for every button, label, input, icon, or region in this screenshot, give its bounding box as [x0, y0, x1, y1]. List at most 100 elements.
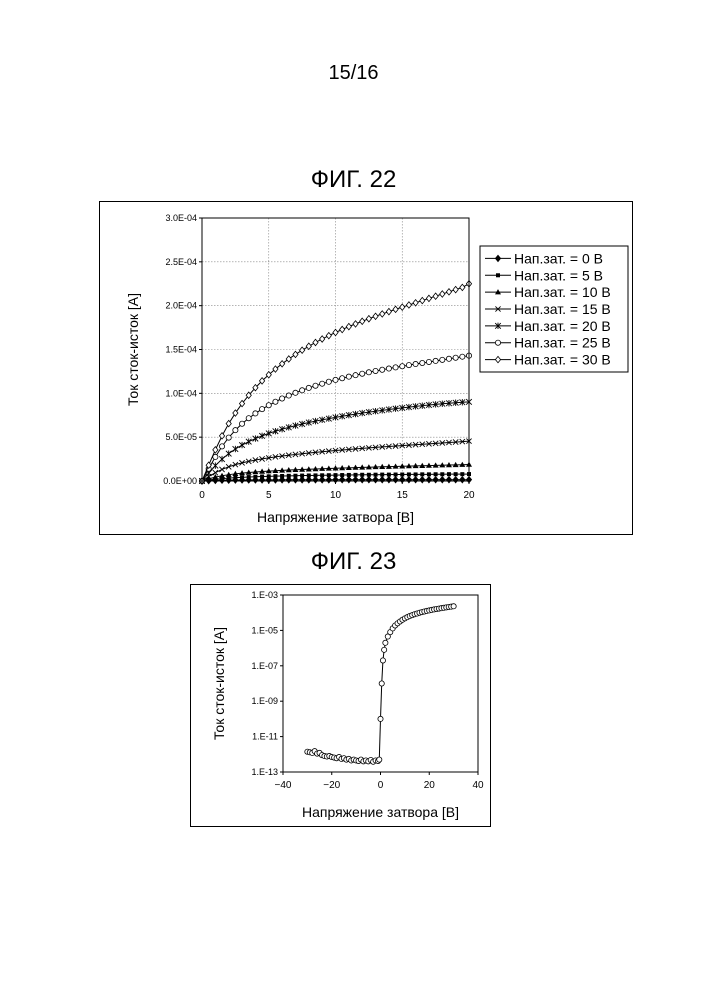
chart1-data-point — [447, 472, 451, 476]
chart1-data-point — [306, 343, 311, 349]
chart1-legend: Нап.зат. = 0 ВНап.зат. = 5 ВНап.зат. = 1… — [480, 246, 628, 372]
chart1-data-point — [400, 364, 405, 369]
chart1-data-point — [440, 476, 445, 482]
chart1-data-point — [273, 399, 278, 404]
chart1-data-point — [407, 472, 411, 476]
chart1-data-point — [426, 476, 431, 482]
chart1-data-point — [293, 351, 298, 357]
chart1-data-point — [293, 390, 298, 395]
chart1-data-point — [433, 476, 438, 482]
chart1-grid — [202, 218, 469, 481]
chart2-series — [305, 604, 456, 765]
chart2-data-point — [383, 640, 388, 645]
chart1-y-tick-label: 3.0E-04 — [165, 213, 197, 223]
chart1-data-point — [273, 428, 279, 434]
chart1-data-point — [333, 329, 338, 335]
chart1-data-point — [453, 355, 458, 360]
chart1-legend-marker — [495, 340, 500, 345]
chart1-data-point — [300, 347, 305, 353]
chart1-data-point — [440, 357, 445, 362]
chart1-data-point — [460, 284, 465, 290]
chart1-data-point — [387, 473, 391, 477]
chart1-legend-label: Нап.зат. = 15 В — [514, 301, 611, 317]
chart1-data-point — [240, 475, 244, 479]
chart1-data-point — [306, 477, 311, 483]
chart1-data-point — [434, 472, 438, 476]
chart1-data-point — [213, 447, 218, 453]
chart1-data-point — [253, 435, 259, 441]
chart1-data-point — [313, 473, 317, 477]
chart1-data-point — [360, 371, 365, 376]
chart1-data-point — [353, 321, 358, 327]
page-number: 15/16 — [0, 62, 707, 85]
chart2-data-point — [378, 716, 383, 721]
chart1-data-point — [246, 416, 251, 421]
chart1-data-point — [460, 476, 465, 482]
chart2-data-point — [379, 681, 384, 686]
chart1-data-point — [406, 363, 411, 368]
chart1-data-point — [327, 473, 331, 477]
chart1-data-point — [360, 476, 365, 482]
chart1-legend-label: Нап.зат. = 0 В — [514, 250, 603, 266]
chart1-data-point — [326, 477, 331, 483]
chart1-data-point — [413, 476, 418, 482]
chart2-y-tick-label: 1.E-05 — [251, 625, 278, 635]
chart1-data-point — [226, 464, 231, 469]
chart1-data-point — [273, 474, 277, 478]
chart1-data-point — [380, 473, 384, 477]
chart1-data-point — [239, 442, 245, 448]
chart1-data-point — [460, 472, 464, 476]
chart2-x-tick-label: 0 — [378, 780, 384, 791]
chart1-x-tick-label: 15 — [397, 490, 409, 501]
chart1-data-point — [360, 318, 365, 324]
chart1-data-point — [360, 473, 364, 477]
figure-23-frame: 1.E-131.E-111.E-091.E-071.E-051.E-03−40−… — [190, 584, 491, 827]
chart1-data-point — [440, 472, 444, 476]
chart1-x-tick-label: 5 — [266, 490, 272, 501]
chart1-data-point — [313, 339, 318, 345]
chart1-data-point — [273, 366, 278, 372]
chart2-axes: 1.E-131.E-111.E-091.E-071.E-051.E-03−40−… — [211, 590, 484, 820]
chart1-data-point — [413, 300, 418, 306]
chart1-data-point — [253, 411, 258, 416]
chart1-data-point — [279, 426, 285, 432]
chart1-data-point — [320, 336, 325, 342]
chart1-data-point — [373, 313, 378, 319]
chart1-data-point — [426, 359, 431, 364]
chart1-data-point — [219, 467, 224, 472]
chart1-data-point — [446, 476, 451, 482]
chart1-data-point — [226, 450, 232, 456]
chart2-y-tick-label: 1.E-13 — [251, 767, 278, 777]
chart2-y-tick-label: 1.E-11 — [252, 732, 278, 742]
chart1-data-point — [267, 474, 271, 478]
chart1-data-point — [380, 311, 385, 317]
chart1-data-point — [420, 472, 424, 476]
chart2-data-point — [377, 757, 382, 762]
figure-22-frame: 0.0E+005.0E-051.0E-041.5E-042.0E-042.5E-… — [99, 201, 633, 535]
chart1-data-point — [233, 428, 238, 433]
chart1-data-point — [454, 472, 458, 476]
chart2-x-axis-label: Напряжение затвора [В] — [302, 804, 459, 820]
chart1-data-point — [413, 361, 418, 366]
chart1-data-point — [253, 475, 257, 479]
chart1-x-tick-label: 20 — [463, 490, 475, 501]
chart1-data-point — [440, 291, 445, 297]
chart1-legend-marker — [496, 273, 500, 277]
chart1-y-tick-label: 2.5E-04 — [165, 257, 197, 267]
chart1-data-point — [219, 444, 224, 449]
chart1-data-point — [320, 477, 325, 483]
chart1-data-point — [233, 476, 237, 480]
chart1-legend-label: Нап.зат. = 20 В — [514, 318, 611, 334]
chart2-x-tick-label: −20 — [323, 780, 340, 791]
chart1-data-point — [346, 476, 351, 482]
chart1-data-point — [414, 472, 418, 476]
chart1-y-tick-label: 1.5E-04 — [165, 345, 197, 355]
figure-23-title: ФИГ. 23 — [0, 548, 707, 576]
chart2-series — [305, 604, 456, 765]
figure-22-title: ФИГ. 22 — [0, 166, 707, 194]
chart1-data-point — [393, 476, 398, 482]
chart1-data-point — [340, 376, 345, 381]
chart1-y-tick-label: 2.0E-04 — [165, 301, 197, 311]
chart1-data-point — [340, 473, 344, 477]
chart1-data-point — [406, 302, 411, 308]
